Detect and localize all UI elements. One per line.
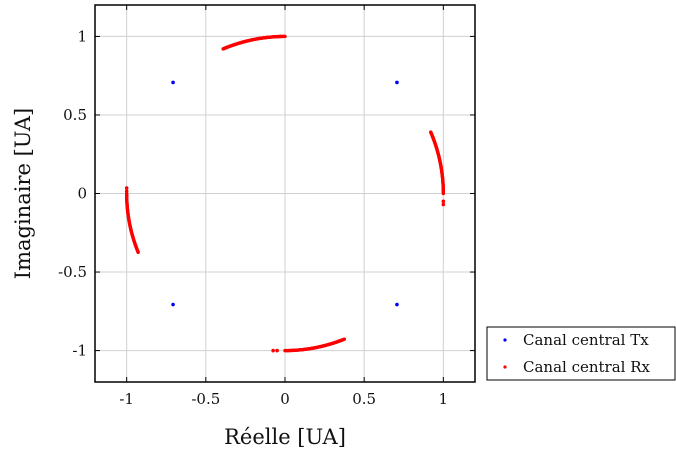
tx-point xyxy=(395,302,399,307)
grid xyxy=(95,5,475,382)
tick-labels: -1 -0.5 0 0.5 1 -1 -0.5 0 0.5 1 xyxy=(58,5,475,408)
legend: Canal central Tx Canal central Rx xyxy=(486,326,676,381)
x-tick-label: -0.5 xyxy=(191,390,220,408)
y-tick-label: 0 xyxy=(77,185,87,203)
rx-point xyxy=(441,199,446,204)
y-tick-label: -0.5 xyxy=(58,263,87,281)
legend-marker-tx xyxy=(503,338,507,342)
rx-point xyxy=(271,348,275,353)
tx-point xyxy=(171,302,175,307)
rx-point xyxy=(275,348,279,353)
x-axis-title: Réelle [UA] xyxy=(224,425,346,449)
legend-label-rx: Canal central Rx xyxy=(523,358,651,376)
rx-point xyxy=(124,189,129,193)
tx-point xyxy=(395,80,399,85)
rx-point xyxy=(342,337,347,341)
legend-box xyxy=(486,326,676,381)
y-tick-label: -1 xyxy=(72,342,87,360)
y-tick-label: 0.5 xyxy=(63,106,87,124)
rx-point xyxy=(441,202,446,207)
legend-marker-rx xyxy=(503,365,507,369)
x-tick-label: -1 xyxy=(119,390,134,408)
y-axis-title: Imaginaire [UA] xyxy=(11,108,35,279)
rx-point xyxy=(136,250,140,255)
rx-point xyxy=(124,186,129,190)
data-points xyxy=(124,34,446,353)
x-tick-label: 0 xyxy=(280,390,290,408)
legend-label-tx: Canal central Tx xyxy=(523,331,649,349)
y-tick-label: 1 xyxy=(77,27,87,45)
x-tick-label: 1 xyxy=(439,390,449,408)
x-tick-label: 0.5 xyxy=(352,390,376,408)
tx-point xyxy=(171,80,175,85)
rx-point xyxy=(429,130,433,134)
rx-point xyxy=(221,47,225,51)
